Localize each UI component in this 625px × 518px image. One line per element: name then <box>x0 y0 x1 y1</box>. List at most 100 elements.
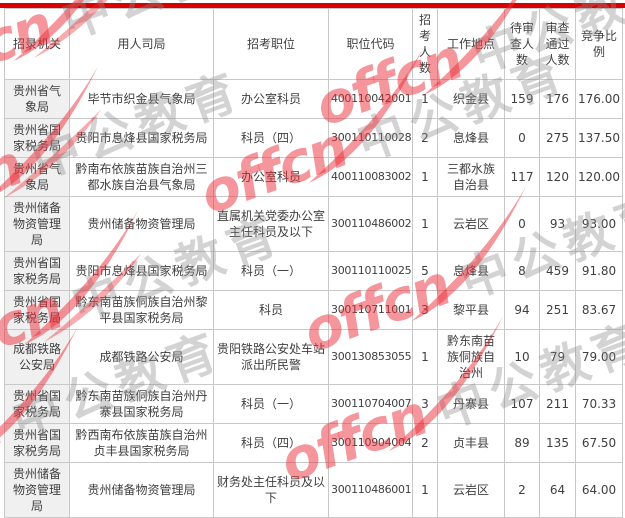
header-recruit-count: 招考人数 <box>412 8 438 80</box>
cell-position: 办公室科员 <box>213 79 329 119</box>
cell-recruit-count: 1 <box>412 79 438 119</box>
cell-department: 毕节市织金县气象局 <box>69 79 214 119</box>
cell-ratio: 79.00 <box>575 329 623 385</box>
table-row: 贵州省气象局 黔南布依族苗族自治州三都水族自治县气象局 办公室科员 400110… <box>4 157 623 197</box>
cell-passed-count: 120 <box>539 157 576 197</box>
table-row: 贵州省国家税务局 贵阳市息烽县国家税务局 科员（四） 300110110028 … <box>4 118 623 158</box>
header-location: 工作地点 <box>437 8 505 80</box>
cell-department: 黔东南苗族侗族自治州黎平县国家税务局 <box>69 290 214 330</box>
cell-department: 黔南布依族苗族自治州三都水族自治县气象局 <box>69 157 214 197</box>
cell-ratio: 67.50 <box>575 423 623 463</box>
recruitment-table: 招录机关 用人司局 招考职位 职位代码 招考人数 工作地点 待审查人数 审查通过… <box>4 8 623 518</box>
cell-pending-count: 10 <box>504 329 540 385</box>
header-code: 职位代码 <box>328 8 413 80</box>
cell-location: 黔东南苗族侗族自治州 <box>437 329 505 385</box>
cell-location: 黎平县 <box>437 290 505 330</box>
cell-ratio: 83.67 <box>575 290 623 330</box>
cell-position: 科员（四） <box>213 118 329 158</box>
cell-position: 财务处主任科员及以下 <box>213 462 329 518</box>
cell-location: 织金县 <box>437 79 505 119</box>
cell-location: 贞丰县 <box>437 423 505 463</box>
table-row: 贵州省国家税务局 黔东南苗族侗族自治州丹寨县国家税务局 科员（一） 300110… <box>4 384 623 424</box>
cell-code: 300110486001 <box>328 462 413 518</box>
header-passed-count: 审查通过人数 <box>539 8 576 80</box>
cell-ratio: 120.00 <box>575 157 623 197</box>
cell-passed-count: 251 <box>539 290 576 330</box>
cell-code: 300110904004 <box>328 423 413 463</box>
header-department: 用人司局 <box>69 8 214 80</box>
cell-ratio: 137.50 <box>575 118 623 158</box>
cell-agency: 成都铁路公安局 <box>4 329 70 385</box>
header-pending-count: 待审查人数 <box>504 8 540 80</box>
cell-recruit-count: 1 <box>412 329 438 385</box>
cell-department: 黔西南布依族苗族自治州贞丰县国家税务局 <box>69 423 214 463</box>
cell-code: 300110110025 <box>328 251 413 291</box>
cell-code: 300110704007 <box>328 384 413 424</box>
cell-department: 贵阳市息烽县国家税务局 <box>69 118 214 158</box>
cell-code: 300110110028 <box>328 118 413 158</box>
cell-agency: 贵州省国家税务局 <box>4 290 70 330</box>
cell-ratio: 64.00 <box>575 462 623 518</box>
cell-ratio: 70.33 <box>575 384 623 424</box>
cell-recruit-count: 2 <box>412 118 438 158</box>
cell-passed-count: 64 <box>539 462 576 518</box>
cell-position: 科员（四） <box>213 423 329 463</box>
table-row: 贵州省国家税务局 黔东南苗族侗族自治州黎平县国家税务局 科员 300110711… <box>4 290 623 330</box>
cell-ratio: 91.80 <box>575 251 623 291</box>
table-row: 成都铁路公安局 成都铁路公安局 贵阳铁路公安处车站派出所民警 300130853… <box>4 329 623 385</box>
header-agency: 招录机关 <box>4 8 70 80</box>
cell-pending-count: 94 <box>504 290 540 330</box>
cell-pending-count: 2 <box>504 462 540 518</box>
table-row: 贵州省国家税务局 黔西南布依族苗族自治州贞丰县国家税务局 科员（四） 30011… <box>4 423 623 463</box>
cell-pending-count: 0 <box>504 196 540 252</box>
table-row: 贵州储备物资管理局 贵州储备物资管理局 财务处主任科员及以下 300110486… <box>4 462 623 518</box>
cell-passed-count: 275 <box>539 118 576 158</box>
table-row: 贵州储备物资管理局 贵州储备物资管理局 直属机关党委办公室主任科员及以下 300… <box>4 196 623 252</box>
cell-department: 成都铁路公安局 <box>69 329 214 385</box>
cell-recruit-count: 3 <box>412 384 438 424</box>
cell-location: 三都水族自治县 <box>437 157 505 197</box>
cell-code: 400110083002 <box>328 157 413 197</box>
cell-pending-count: 159 <box>504 79 540 119</box>
cell-position: 科员 <box>213 290 329 330</box>
cell-code: 300110711001 <box>328 290 413 330</box>
cell-recruit-count: 2 <box>412 423 438 463</box>
cell-agency: 贵州省国家税务局 <box>4 423 70 463</box>
cell-position: 办公室科员 <box>213 157 329 197</box>
cell-recruit-count: 1 <box>412 462 438 518</box>
cell-pending-count: 0 <box>504 118 540 158</box>
cell-agency: 贵州省国家税务局 <box>4 384 70 424</box>
cell-location: 丹寨县 <box>437 384 505 424</box>
cell-department: 贵州储备物资管理局 <box>69 462 214 518</box>
header-row: 招录机关 用人司局 招考职位 职位代码 招考人数 工作地点 待审查人数 审查通过… <box>4 8 623 80</box>
table-header: 招录机关 用人司局 招考职位 职位代码 招考人数 工作地点 待审查人数 审查通过… <box>4 8 623 80</box>
cell-recruit-count: 1 <box>412 157 438 197</box>
cell-recruit-count: 5 <box>412 251 438 291</box>
cell-pending-count: 117 <box>504 157 540 197</box>
cell-pending-count: 107 <box>504 384 540 424</box>
cell-position: 科员（一） <box>213 251 329 291</box>
cell-agency: 贵州省气象局 <box>4 157 70 197</box>
cell-code: 400110042001 <box>328 79 413 119</box>
cell-passed-count: 79 <box>539 329 576 385</box>
cell-location: 云岩区 <box>437 196 505 252</box>
cell-ratio: 93.00 <box>575 196 623 252</box>
table-row: 贵州省国家税务局 贵阳市息烽县国家税务局 科员（一） 300110110025 … <box>4 251 623 291</box>
table-body: 贵州省气象局 毕节市织金县气象局 办公室科员 400110042001 1 织金… <box>4 79 623 518</box>
header-ratio: 竞争比例 <box>575 8 623 80</box>
cell-passed-count: 176 <box>539 79 576 119</box>
cell-agency: 贵州储备物资管理局 <box>4 196 70 252</box>
cell-recruit-count: 3 <box>412 290 438 330</box>
cell-agency: 贵州省气象局 <box>4 79 70 119</box>
cell-passed-count: 93 <box>539 196 576 252</box>
cell-location: 息烽县 <box>437 251 505 291</box>
cell-passed-count: 211 <box>539 384 576 424</box>
cell-department: 贵州储备物资管理局 <box>69 196 214 252</box>
cell-department: 贵阳市息烽县国家税务局 <box>69 251 214 291</box>
cell-recruit-count: 1 <box>412 196 438 252</box>
header-position: 招考职位 <box>213 8 329 80</box>
cell-pending-count: 8 <box>504 251 540 291</box>
cell-agency: 贵州储备物资管理局 <box>4 462 70 518</box>
cell-position: 直属机关党委办公室主任科员及以下 <box>213 196 329 252</box>
